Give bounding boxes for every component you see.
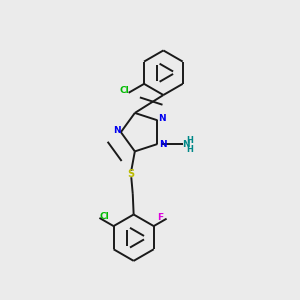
Text: N: N (182, 140, 190, 148)
Text: N: N (113, 126, 120, 135)
Text: N: N (158, 114, 166, 123)
Text: H: H (186, 145, 193, 154)
Text: Cl: Cl (119, 86, 129, 95)
Text: S: S (128, 169, 135, 179)
Text: F: F (157, 213, 163, 222)
Text: N: N (159, 140, 166, 148)
Text: H: H (186, 136, 193, 145)
Text: Cl: Cl (100, 212, 110, 221)
